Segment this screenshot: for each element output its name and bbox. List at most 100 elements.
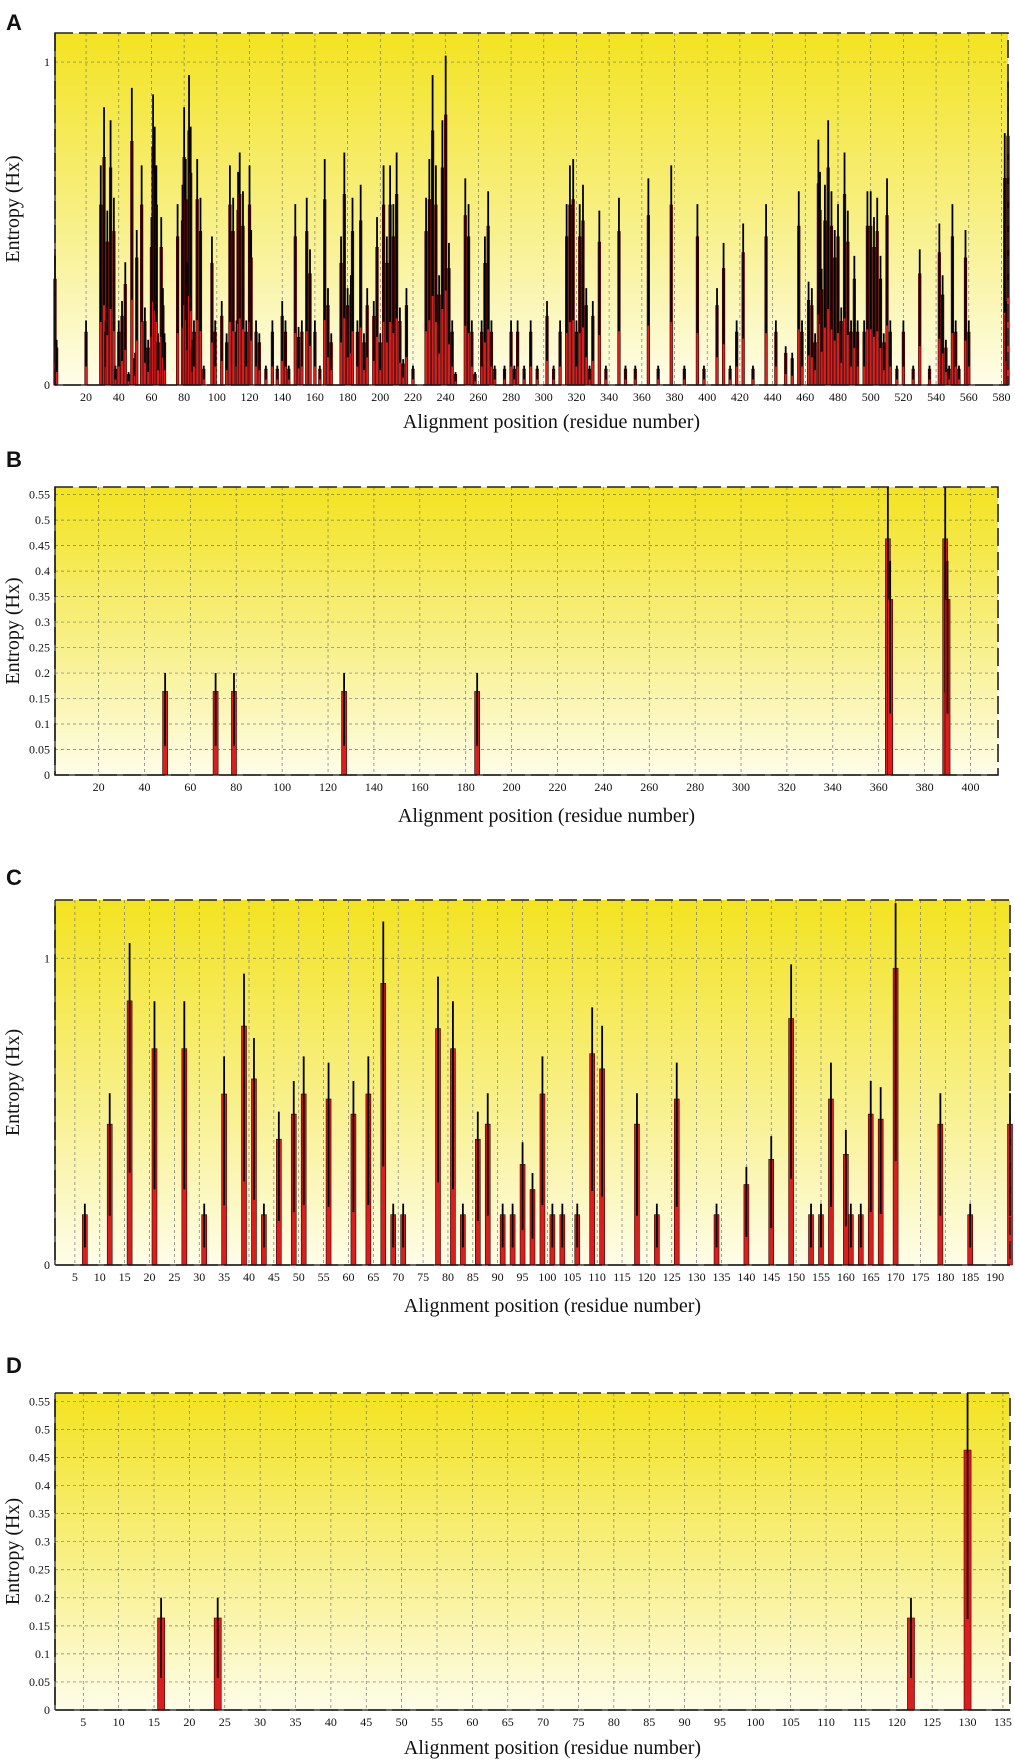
x-tick-label: 180 — [936, 1270, 954, 1284]
x-tick-label: 105 — [782, 1715, 800, 1729]
x-tick-label: 140 — [273, 390, 291, 404]
x-tick-label: 160 — [837, 1270, 855, 1284]
x-tick-label: 120 — [319, 780, 337, 794]
x-tick-label: 25 — [219, 1715, 231, 1729]
x-tick-label: 30 — [193, 1270, 205, 1284]
x-tick-label: 20 — [80, 390, 92, 404]
x-tick-label: 400 — [698, 390, 716, 404]
x-tick-label: 420 — [731, 390, 749, 404]
x-tick-label: 260 — [469, 390, 487, 404]
x-tick-label: 105 — [563, 1270, 581, 1284]
x-tick-label: 130 — [688, 1270, 706, 1284]
x-tick-label: 10 — [113, 1715, 125, 1729]
x-tick-label: 460 — [796, 390, 814, 404]
x-tick-label: 55 — [318, 1270, 330, 1284]
x-tick-label: 155 — [812, 1270, 830, 1284]
x-tick-label: 100 — [273, 780, 291, 794]
x-tick-label: 135 — [994, 1715, 1012, 1729]
x-tick-label: 40 — [113, 390, 125, 404]
y-tick-label: 1 — [44, 55, 50, 69]
y-tick-label: 0.55 — [29, 488, 50, 502]
x-tick-label: 50 — [396, 1715, 408, 1729]
y-tick-label: 0.55 — [29, 1394, 50, 1408]
x-tick-label: 175 — [911, 1270, 929, 1284]
x-axis-label: Alignment position (residue number) — [403, 411, 700, 433]
x-tick-label: 60 — [145, 390, 157, 404]
y-tick-label: 0.2 — [35, 1591, 50, 1605]
x-tick-label: 40 — [325, 1715, 337, 1729]
y-tick-label: 0.5 — [35, 513, 50, 527]
y-axis-label: Entropy (Hx) — [2, 155, 24, 262]
x-tick-label: 10 — [94, 1270, 106, 1284]
x-tick-label: 100 — [538, 1270, 556, 1284]
x-tick-label: 60 — [466, 1715, 478, 1729]
x-tick-label: 85 — [467, 1270, 479, 1284]
y-tick-label: 0.25 — [29, 641, 50, 655]
x-tick-label: 580 — [992, 390, 1010, 404]
x-tick-label: 150 — [787, 1270, 805, 1284]
x-tick-label: 110 — [588, 1270, 606, 1284]
x-tick-label: 560 — [960, 390, 978, 404]
x-tick-label: 75 — [417, 1270, 429, 1284]
plot-background — [55, 1393, 1010, 1710]
x-tick-label: 480 — [829, 390, 847, 404]
x-tick-label: 115 — [853, 1715, 871, 1729]
x-tick-label: 130 — [959, 1715, 977, 1729]
y-tick-label: 0.45 — [29, 539, 50, 553]
x-tick-label: 40 — [243, 1270, 255, 1284]
y-tick-label: 1 — [44, 951, 50, 965]
x-tick-label: 300 — [535, 390, 553, 404]
x-tick-label: 80 — [178, 390, 190, 404]
x-tick-label: 185 — [961, 1270, 979, 1284]
x-tick-label: 180 — [339, 390, 357, 404]
x-tick-label: 160 — [411, 780, 429, 794]
y-tick-label: 0.25 — [29, 1563, 50, 1577]
x-tick-label: 280 — [686, 780, 704, 794]
y-tick-label: 0.3 — [35, 1535, 50, 1549]
panel-A: 20 40 60 80 100 120 140 160 180 200 220 240 260 280 30… — [2, 10, 1010, 433]
x-tick-label: 120 — [638, 1270, 656, 1284]
x-tick-label: 320 — [778, 780, 796, 794]
panel-D: 5 10 15 20 25 30 35 40 45 50 55 60 65 70 75 80 85 90 95 100… — [2, 1353, 1012, 1759]
x-tick-label: 220 — [548, 780, 566, 794]
x-tick-label: 190 — [986, 1270, 1004, 1284]
y-axis-label: Entropy (Hx) — [2, 577, 24, 684]
y-tick-label: 0 — [44, 1258, 50, 1272]
x-tick-label: 20 — [144, 1270, 156, 1284]
y-tick-label: 0.4 — [35, 1479, 50, 1493]
y-tick-label: 0.05 — [29, 1675, 50, 1689]
x-tick-label: 95 — [714, 1715, 726, 1729]
x-tick-label: 120 — [241, 390, 259, 404]
y-tick-label: 0.3 — [35, 615, 50, 629]
y-axis-label: Entropy (Hx) — [2, 1029, 24, 1136]
x-tick-label: 540 — [927, 390, 945, 404]
x-tick-label: 60 — [342, 1270, 354, 1284]
panel-label: A — [6, 10, 22, 35]
x-tick-label: 400 — [961, 780, 979, 794]
x-tick-label: 440 — [764, 390, 782, 404]
x-tick-label: 25 — [168, 1270, 180, 1284]
x-tick-label: 300 — [732, 780, 750, 794]
x-tick-label: 100 — [746, 1715, 764, 1729]
x-tick-label: 95 — [517, 1270, 529, 1284]
x-tick-label: 280 — [502, 390, 520, 404]
x-tick-label: 380 — [916, 780, 934, 794]
panel-label: B — [6, 447, 22, 472]
y-tick-label: 0.4 — [35, 564, 50, 578]
y-tick-label: 0.1 — [35, 717, 50, 731]
y-tick-label: 0 — [44, 1703, 50, 1717]
x-tick-label: 65 — [502, 1715, 514, 1729]
x-tick-label: 70 — [392, 1270, 404, 1284]
x-tick-label: 65 — [367, 1270, 379, 1284]
x-tick-label: 15 — [119, 1270, 131, 1284]
y-tick-label: 0 — [44, 768, 50, 782]
x-tick-label: 320 — [567, 390, 585, 404]
x-tick-label: 360 — [870, 780, 888, 794]
x-tick-label: 140 — [365, 780, 383, 794]
x-tick-label: 35 — [290, 1715, 302, 1729]
x-tick-label: 5 — [80, 1715, 86, 1729]
x-tick-label: 115 — [613, 1270, 631, 1284]
x-tick-label: 200 — [503, 780, 521, 794]
x-tick-label: 140 — [737, 1270, 755, 1284]
x-tick-label: 145 — [762, 1270, 780, 1284]
